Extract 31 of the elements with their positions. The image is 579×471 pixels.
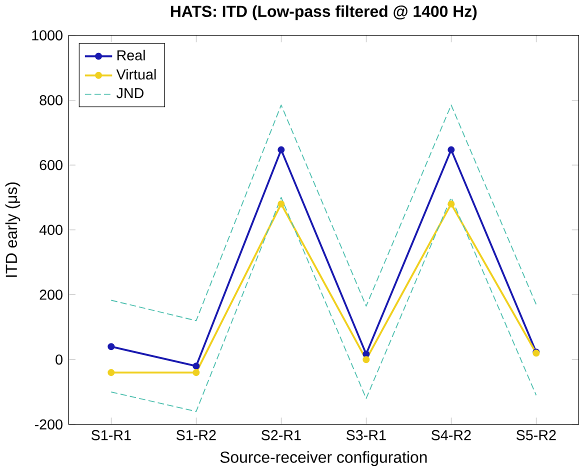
point [278, 200, 285, 208]
point [448, 200, 455, 208]
x-tick-label: S3-R1 [346, 430, 386, 440]
point [108, 368, 115, 376]
y-tick-label: 1000 [32, 30, 62, 40]
legend-label: Virtual [116, 68, 156, 80]
x-tick-label: S2-R1 [261, 430, 301, 440]
point [278, 146, 285, 154]
point [108, 342, 115, 350]
x-axis-title: Source-receiver configuration [220, 451, 427, 466]
point [362, 356, 370, 363]
y-tick-label: -200 [34, 419, 62, 430]
point [192, 362, 200, 370]
y-tick-label: 200 [40, 290, 62, 300]
y-tick-label: 600 [40, 160, 62, 170]
y-tick-label: 800 [40, 94, 62, 106]
y-tick-label: 0 [56, 354, 62, 365]
x-tick-label: S1-R1 [91, 430, 131, 440]
legend-label: JND [116, 88, 144, 98]
line-series [110, 104, 537, 321]
x-tick-label: S5-R2 [516, 430, 556, 440]
point [362, 350, 370, 358]
legend-label: Real [117, 50, 145, 60]
y-tick-label: 400 [39, 224, 62, 235]
point [448, 146, 455, 154]
x-tick-label: S4-R2 [431, 430, 471, 440]
chart-title: HATS: ITD (Low-pass filtered @ 1400 Hz) [170, 5, 477, 20]
point [192, 368, 200, 376]
y-axis-title: ITD early (μs) [5, 182, 20, 277]
x-tick-label: S1-R2 [176, 430, 216, 440]
line-series [110, 196, 537, 412]
